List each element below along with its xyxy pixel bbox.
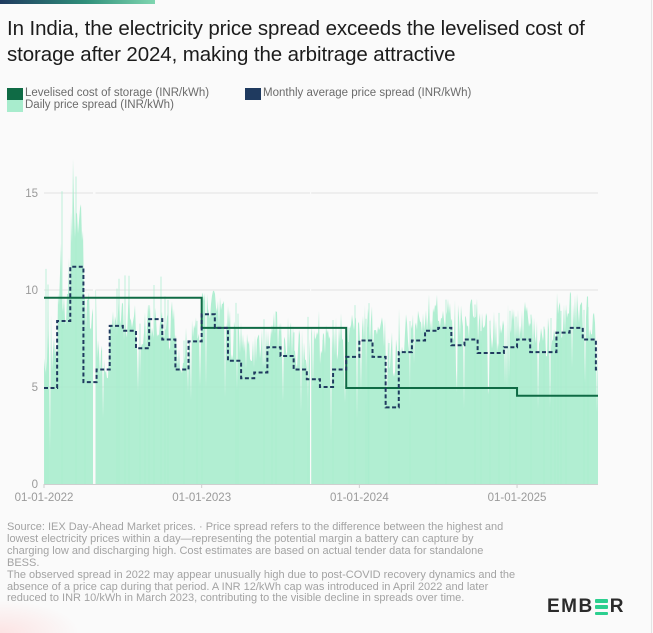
x-tick-label: 01-01-2022	[15, 492, 74, 504]
monthly-spread-series	[44, 265, 598, 409]
monthly-spread-line	[44, 265, 598, 409]
lcos-series	[44, 296, 598, 397]
y-tick-label-5: 5	[32, 382, 38, 394]
logo-text-start: EMB	[547, 596, 594, 617]
x-tick-label: 01-01-2025	[488, 492, 547, 504]
brand-accent-bar	[0, 0, 155, 4]
daily-spread-area	[44, 144, 598, 484]
legend-label-lcos: Levelised cost of storage (INR/kWh)	[25, 87, 210, 99]
footnote: Source: IEX Day-Ahead Market prices. · P…	[7, 521, 517, 605]
chart-title: In India, the electricity price spread e…	[7, 17, 585, 66]
decorative-glow	[0, 600, 80, 633]
chart-plot: 0 5 10 15 01-01-2022 01-01-2023 01-01-2024 01-0…	[15, 144, 598, 504]
y-tick-label-10: 10	[25, 285, 38, 297]
footnote-note: The observed spread in 2022 may appear u…	[7, 568, 516, 605]
legend-label-daily: Daily price spread (INR/kWh)	[25, 99, 174, 111]
legend-swatch-daily	[7, 99, 23, 112]
legend-swatch-monthly	[245, 87, 261, 100]
lcos-line	[44, 296, 598, 397]
daily-spread-gap	[93, 144, 96, 484]
legend-item-daily: Daily price spread (INR/kWh)	[7, 99, 174, 112]
daily-spread-gap	[310, 144, 312, 484]
x-tick-label: 01-01-2023	[172, 492, 231, 504]
legend-label-monthly: Monthly average price spread (INR/kWh)	[263, 87, 472, 99]
logo-text-end: R	[609, 596, 625, 617]
legend-item-lcos: Levelised cost of storage (INR/kWh)	[7, 87, 209, 100]
x-tick-label: 01-01-2024	[330, 492, 389, 504]
y-tick-label-0: 0	[32, 479, 38, 491]
ember-logo: EMB R	[547, 596, 625, 618]
axes: 0 5 10 15 01-01-2022 01-01-2023 01-01-2024 01-0…	[15, 188, 598, 504]
legend-swatch-lcos	[7, 87, 23, 100]
logo-e-bars-icon	[594, 599, 608, 615]
daily-spread-fill	[44, 158, 598, 484]
legend-item-monthly: Monthly average price spread (INR/kWh)	[245, 87, 471, 100]
y-tick-label-15: 15	[25, 188, 38, 200]
footnote-source: Source: IEX Day-Ahead Market prices. · P…	[7, 521, 504, 569]
